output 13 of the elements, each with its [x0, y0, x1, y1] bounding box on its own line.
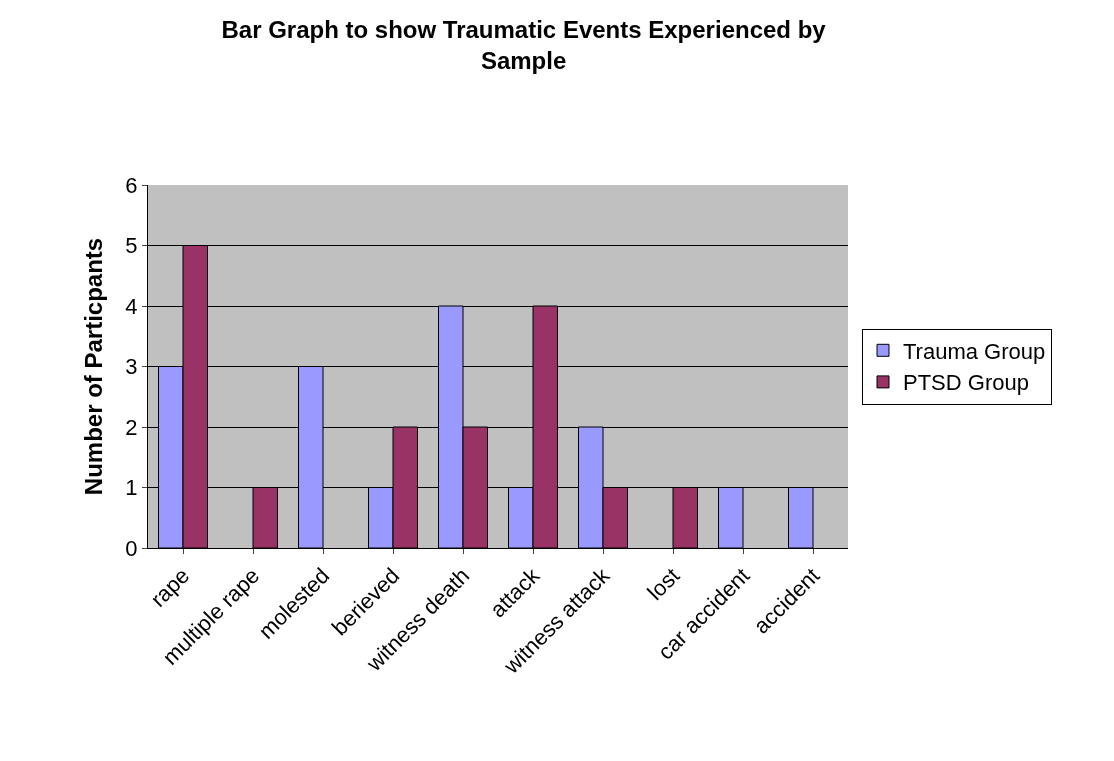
- y-tick-label: 3: [125, 354, 138, 380]
- y-tick-label: 5: [125, 233, 138, 259]
- x-tick-label: lost: [642, 563, 685, 605]
- legend-label: PTSD Group: [903, 370, 1029, 396]
- y-tick-label: 4: [125, 293, 138, 319]
- y-tick-label: 0: [125, 535, 138, 561]
- y-tick-label: 2: [125, 414, 138, 440]
- y-tick-label: 1: [125, 475, 138, 501]
- chart-title: Bar Graph to show Traumatic Events Experienced by Sample: [221, 16, 827, 75]
- legend-label: Trauma Group: [903, 338, 1046, 364]
- x-tick-label: rape: [145, 563, 195, 612]
- y-axis-title: Number of Particpants: [80, 237, 108, 496]
- y-tick-label: 6: [125, 172, 138, 198]
